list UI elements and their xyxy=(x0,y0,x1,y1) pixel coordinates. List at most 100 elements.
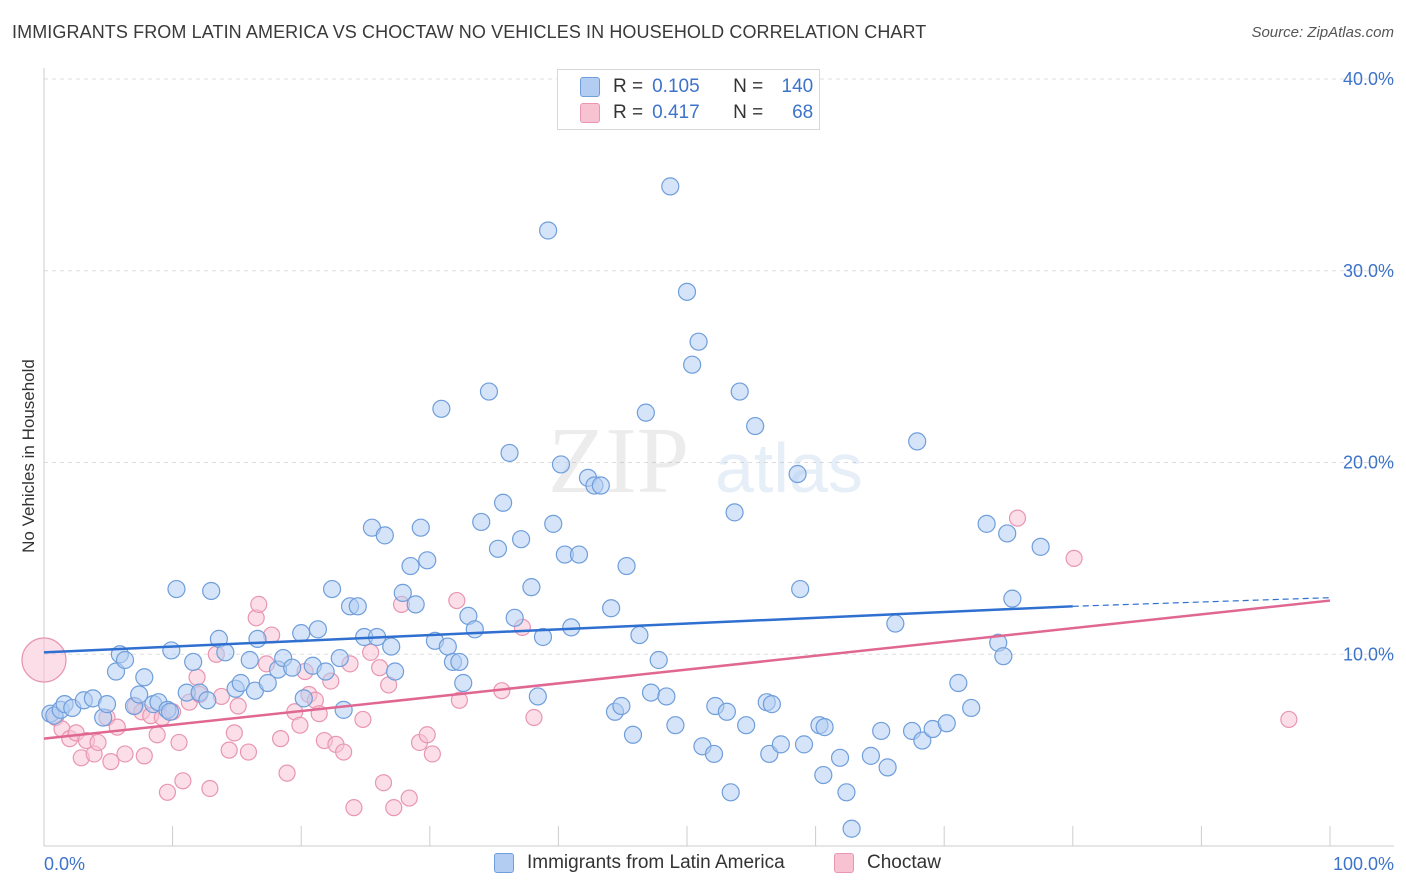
data-point xyxy=(423,745,441,763)
data-point xyxy=(115,650,135,670)
data-point xyxy=(240,650,259,670)
grid-lines xyxy=(44,78,1394,655)
data-point xyxy=(322,579,342,599)
data-point xyxy=(704,744,724,764)
data-point xyxy=(198,691,217,710)
r-label: R = xyxy=(613,76,644,97)
data-point xyxy=(472,512,491,532)
data-point xyxy=(371,659,389,677)
data-point xyxy=(479,382,499,401)
legend-swatch-blue xyxy=(580,77,600,97)
data-point xyxy=(202,581,221,601)
data-point xyxy=(158,783,177,801)
data-point xyxy=(375,526,394,545)
data-point xyxy=(837,783,856,802)
data-point xyxy=(231,673,250,693)
regression-line-latin-america xyxy=(43,605,1073,654)
data-point xyxy=(525,708,543,727)
data-point xyxy=(89,733,107,752)
data-point xyxy=(500,443,519,463)
latin-america-points xyxy=(41,177,1050,838)
legend-label: Immigrants from Latin America xyxy=(527,852,785,873)
y-axis-label: No Vehicles in Household xyxy=(19,359,38,553)
data-point xyxy=(250,595,268,613)
data-point xyxy=(294,689,313,708)
data-point xyxy=(308,620,328,639)
data-point xyxy=(794,735,814,754)
data-point xyxy=(170,733,188,752)
data-point xyxy=(362,643,380,661)
data-point xyxy=(116,745,134,763)
data-point xyxy=(815,718,834,737)
data-point xyxy=(130,685,149,704)
data-point xyxy=(551,455,571,474)
data-point xyxy=(291,716,309,734)
x-tick-label-max: 100.0% xyxy=(1333,854,1394,874)
data-point xyxy=(725,503,744,522)
data-point xyxy=(962,698,981,718)
data-point xyxy=(994,647,1013,666)
data-point xyxy=(335,743,353,761)
data-point xyxy=(488,539,508,558)
data-point xyxy=(762,695,781,714)
watermark: ZIP atlas xyxy=(548,409,863,513)
data-point xyxy=(746,416,765,436)
data-point xyxy=(657,687,676,706)
data-point xyxy=(630,625,649,645)
y-tick-label: 10.0% xyxy=(1343,644,1394,664)
r-value: 0.417 xyxy=(652,102,700,123)
data-point xyxy=(666,716,685,735)
data-point xyxy=(465,620,484,639)
regression-line-extension xyxy=(1072,597,1331,607)
data-point xyxy=(272,730,290,748)
data-point xyxy=(135,668,154,687)
data-point xyxy=(533,627,553,647)
data-point xyxy=(661,177,680,196)
stats-row-latin-america: R = 0.105 N = 140 xyxy=(580,75,813,99)
data-point xyxy=(730,382,749,401)
data-point xyxy=(148,726,166,744)
data-point xyxy=(97,695,117,714)
data-point xyxy=(418,726,436,744)
data-point xyxy=(602,599,621,618)
data-point xyxy=(814,765,833,785)
data-point xyxy=(454,673,473,693)
data-point xyxy=(432,399,451,418)
source-credit: Source: ZipAtlas.com xyxy=(1251,24,1394,41)
data-point xyxy=(201,779,219,798)
n-value: 68 xyxy=(792,102,814,123)
data-point xyxy=(385,799,403,817)
data-point xyxy=(292,624,311,643)
data-point xyxy=(949,673,968,693)
data-point xyxy=(861,746,880,765)
data-point xyxy=(636,403,655,422)
watermark-zip: ZIP xyxy=(548,409,689,513)
data-point xyxy=(528,687,547,706)
data-point xyxy=(438,637,457,656)
data-point xyxy=(717,702,736,721)
data-point xyxy=(886,614,905,633)
data-point xyxy=(791,579,810,599)
data-point xyxy=(348,597,367,616)
data-point xyxy=(450,652,469,672)
data-point xyxy=(345,799,363,817)
y-tick-label: 40.0% xyxy=(1343,69,1394,89)
data-point xyxy=(649,650,668,670)
data-point xyxy=(188,668,206,686)
data-point xyxy=(677,282,697,301)
y-tick-label: 30.0% xyxy=(1343,261,1394,281)
data-point xyxy=(539,221,558,240)
data-point xyxy=(382,637,401,656)
data-point xyxy=(522,578,541,597)
legend-item-latin-america: Immigrants from Latin America xyxy=(494,852,785,874)
r-label: R = xyxy=(613,102,644,123)
data-point xyxy=(229,697,247,715)
data-point xyxy=(330,648,349,668)
data-point xyxy=(160,702,180,721)
data-point xyxy=(771,735,790,754)
regression-lines xyxy=(43,597,1331,740)
data-point xyxy=(258,673,277,693)
data-point xyxy=(591,476,610,495)
data-point xyxy=(1280,710,1298,729)
